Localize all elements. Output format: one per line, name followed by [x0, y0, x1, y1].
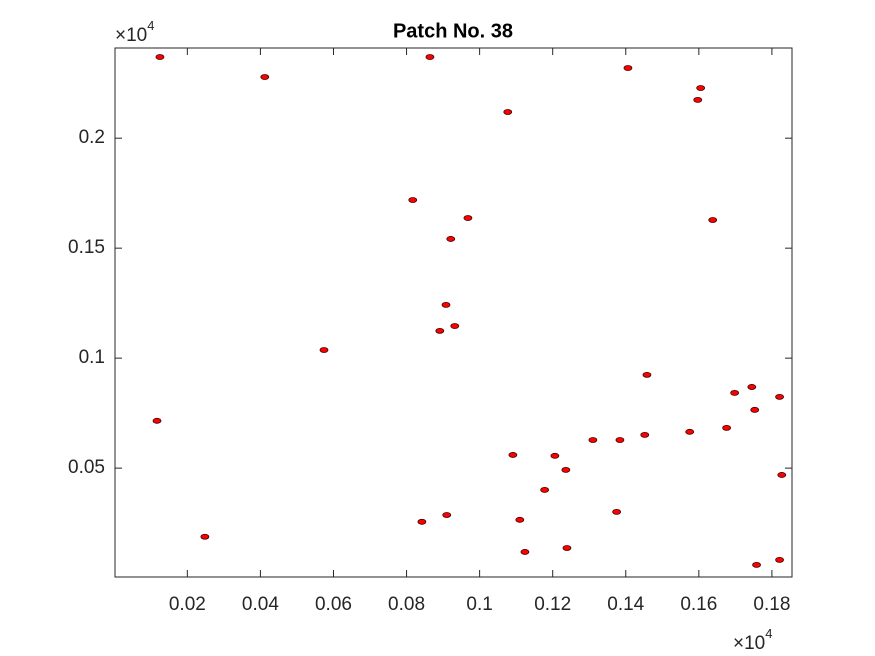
x-tick-label: 0.06	[315, 594, 352, 615]
x-scale-base: ×10	[733, 633, 765, 654]
x-tick-label: 0.1	[466, 594, 492, 615]
y-scale-exponent: 4	[147, 18, 154, 33]
patch	[640, 432, 650, 438]
y-tick-label: 0.2	[79, 127, 105, 148]
x-tick-label: 0.16	[680, 594, 717, 615]
x-tick-label: 0.02	[169, 594, 206, 615]
patch	[685, 428, 695, 435]
patch	[696, 85, 706, 91]
patch	[612, 508, 622, 515]
patch	[417, 518, 427, 525]
y-scale-base: ×10	[115, 25, 147, 46]
x-tick-label: 0.18	[753, 594, 790, 615]
plot-frame	[114, 47, 793, 578]
patch	[642, 371, 652, 378]
patch	[722, 424, 732, 431]
patch	[319, 347, 329, 353]
patch	[775, 393, 784, 400]
patch	[155, 54, 165, 60]
patch	[520, 549, 530, 555]
patch	[747, 384, 757, 390]
patch	[515, 516, 525, 523]
patch	[425, 54, 435, 60]
patch	[435, 327, 445, 334]
patch	[708, 217, 718, 223]
patch	[550, 452, 560, 459]
patch	[508, 452, 518, 458]
y-tick-label: 0.1	[79, 347, 105, 368]
patch	[450, 323, 460, 329]
x-scale-label: ×104	[733, 626, 772, 654]
patch	[775, 556, 784, 563]
patch	[200, 533, 210, 540]
y-tick-label: 0.05	[68, 457, 105, 478]
y-tick-label: 0.15	[68, 237, 105, 258]
patch	[561, 466, 571, 473]
patch	[562, 545, 572, 551]
patch	[442, 512, 452, 518]
x-tick-label: 0.12	[534, 594, 571, 615]
patch	[588, 437, 598, 443]
patch	[408, 197, 418, 203]
patch	[752, 562, 761, 568]
patch	[260, 74, 270, 80]
chart-title: Patch No. 38	[393, 20, 513, 42]
patch	[615, 437, 625, 443]
x-tick-label: 0.14	[607, 594, 644, 615]
patch	[693, 97, 703, 103]
patch	[730, 389, 740, 396]
patch	[540, 486, 550, 493]
x-tick-label: 0.08	[388, 594, 425, 615]
patch	[463, 215, 473, 221]
patch	[777, 472, 787, 478]
y-scale-label: ×104	[115, 18, 154, 46]
patch	[623, 65, 633, 71]
patch	[750, 406, 760, 413]
patch	[152, 417, 162, 424]
patch	[503, 109, 513, 115]
x-tick-label: 0.04	[242, 594, 279, 615]
patch	[441, 302, 451, 308]
patch	[446, 236, 456, 242]
x-scale-exponent: 4	[765, 626, 772, 641]
